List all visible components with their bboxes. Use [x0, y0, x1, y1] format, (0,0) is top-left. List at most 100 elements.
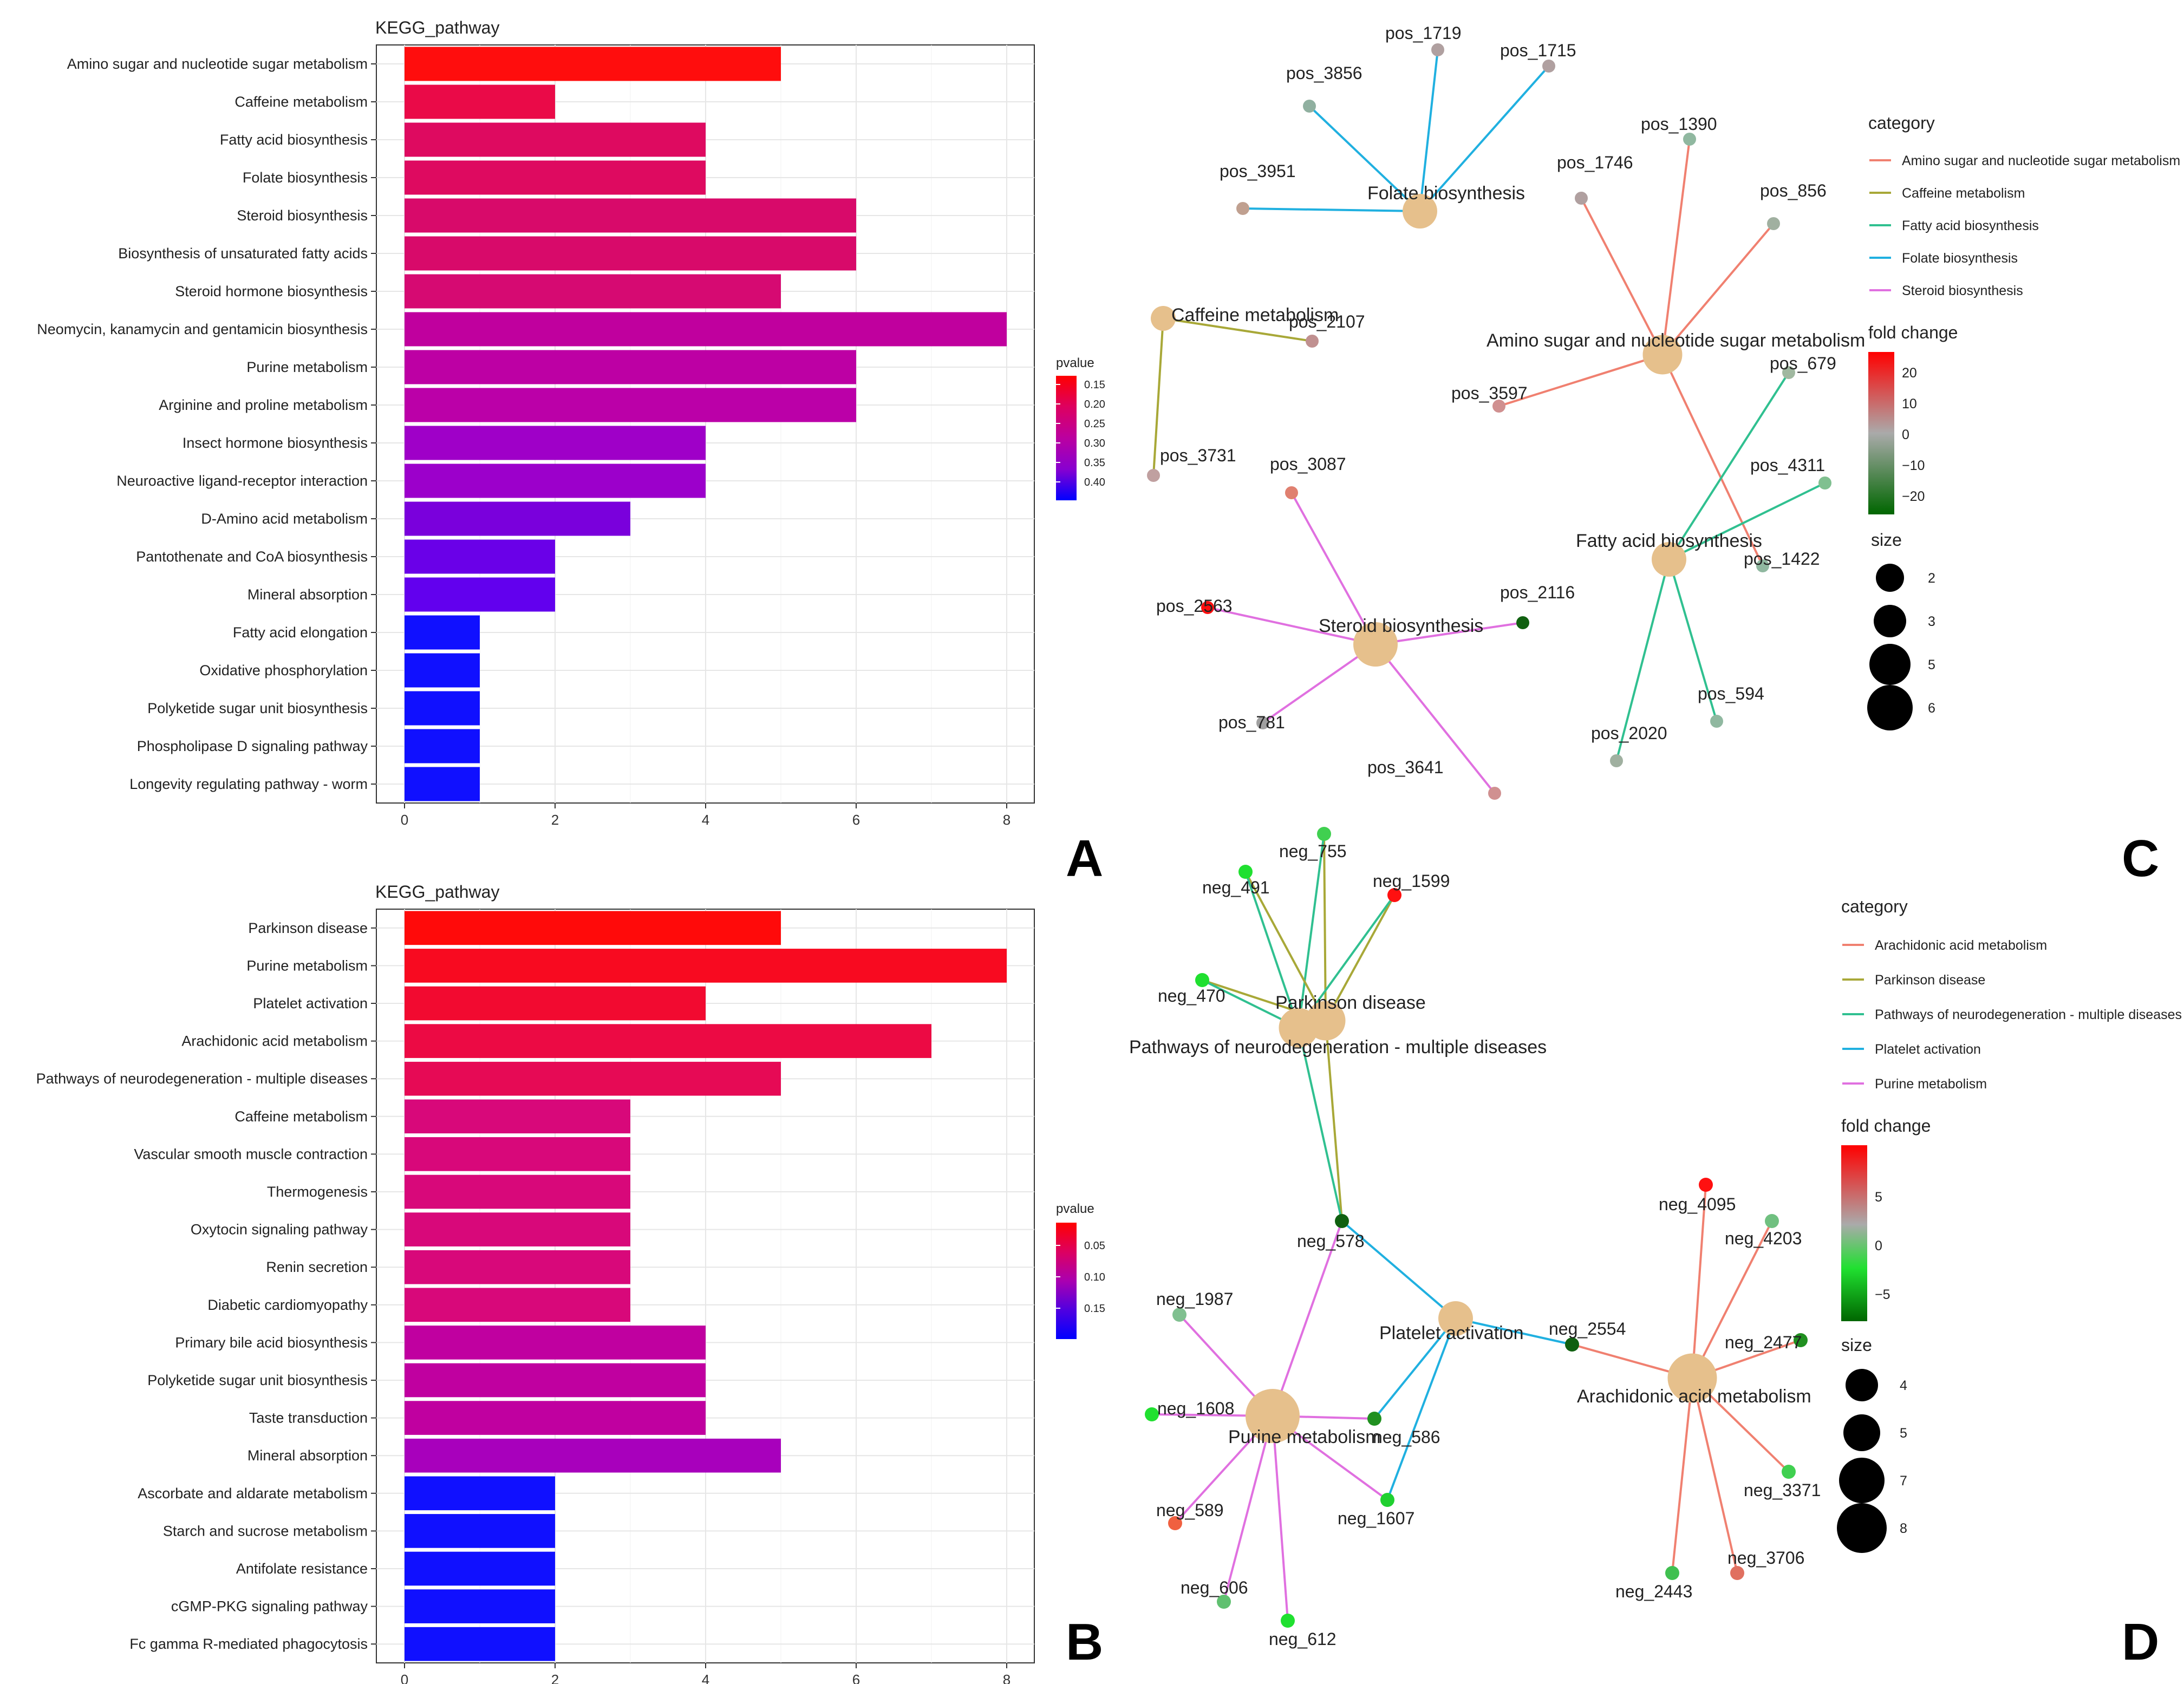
legend-item-platelet-activation: Platelet activation [1875, 1042, 1981, 1057]
gene-label-pos_856: pos_856 [1760, 181, 1827, 200]
gene-label-pos_1719: pos_1719 [1385, 23, 1462, 43]
bar-phospholipase-d-signaling-pathway [405, 729, 480, 763]
bar-longevity-regulating-pathway-worm [405, 767, 480, 801]
category-label: Vascular smooth muscle contraction [134, 1146, 368, 1162]
hub-label-fatty: Fatty acid biosynthesis [1576, 531, 1762, 551]
hub-node-steroid [1353, 622, 1398, 667]
gene-node-pos_3087 [1285, 486, 1298, 499]
x-tick-label: 4 [702, 812, 709, 828]
edge-neg_578-pathways [1298, 1027, 1343, 1222]
edge-pos_1422-amino [1661, 354, 1764, 566]
gene-label-pos_4311: pos_4311 [1750, 455, 1825, 475]
gene-node-neg_589 [1168, 1516, 1182, 1530]
chart-b-bars [405, 911, 1007, 1661]
chart-b-legend-colorbar [1056, 1223, 1077, 1339]
bar-vascular-smooth-muscle-contraction [405, 1137, 630, 1171]
network-d-category-title: category [1841, 897, 1908, 916]
size-legend-label: 2 [1928, 571, 1935, 586]
edge-neg_1599-parkinson [1325, 895, 1396, 1021]
gene-label-neg_3371: neg_3371 [1744, 1480, 1821, 1500]
edge-pos_1390-amino [1661, 139, 1691, 355]
x-tick-label: 6 [852, 1672, 860, 1684]
hub-label-amino: Amino sugar and nucleotide sugar metabol… [1487, 330, 1865, 351]
gene-label-pos_1422: pos_1422 [1744, 549, 1820, 569]
chart-a-title: KEGG_pathway [375, 18, 499, 37]
category-label: Longevity regulating pathway - worm [129, 776, 368, 792]
size-legend-label: 5 [1900, 1426, 1907, 1441]
size-legend-dot [1867, 685, 1913, 730]
edge-neg_578-purine [1272, 1220, 1343, 1417]
network-c-foldchange-title: fold change [1868, 323, 1958, 342]
panel-label-d: D [2122, 1613, 2159, 1671]
legend-label: 0.40 [1084, 477, 1105, 488]
chart-a-legend: pvalue 0.15 0.20 0.25 0.30 0.35 0.40 [1056, 356, 1105, 500]
bar-folate-biosynthesis [405, 160, 706, 195]
category-label: Primary bile acid biosynthesis [175, 1334, 368, 1350]
hub-label-platelet: Platelet activation [1379, 1323, 1524, 1343]
legend-item-caffeine-metabolism: Caffeine metabolism [1902, 186, 2025, 201]
bar-arachidonic-acid-metabolism [405, 1024, 931, 1058]
category-label: Starch and sucrose metabolism [163, 1523, 368, 1539]
x-tick-label: 4 [702, 1672, 709, 1684]
legend-item-parkinson-disease: Parkinson disease [1875, 972, 1985, 988]
gene-node-neg_4203 [1765, 1214, 1779, 1228]
gene-label-neg_755: neg_755 [1279, 841, 1347, 861]
network-d-foldchange-title: fold change [1841, 1116, 1931, 1135]
category-label: Purine metabolism [246, 957, 368, 974]
foldchange-label: 0 [1875, 1238, 1882, 1254]
gene-node-neg_578 [1335, 1214, 1349, 1228]
category-label: Polyketide sugar unit biosynthesis [147, 1372, 368, 1388]
edge-neg_2554-platelet [1455, 1317, 1573, 1346]
category-label: Biosynthesis of unsaturated fatty acids [118, 245, 368, 262]
edge-pos_2107-caffeine [1163, 317, 1313, 342]
gene-node-neg_612 [1281, 1614, 1295, 1628]
size-legend-dot [1846, 1369, 1878, 1401]
category-label: Fatty acid elongation [233, 624, 368, 641]
bar-mineral-absorption [405, 1438, 781, 1473]
edge-pos_3641-steroid [1374, 643, 1496, 794]
gene-label-pos_2107: pos_2107 [1289, 312, 1365, 331]
size-legend-label: 7 [1900, 1473, 1907, 1489]
gene-label-neg_589: neg_589 [1156, 1500, 1224, 1520]
chart-a-legend-colorbar [1056, 376, 1077, 500]
edge-neg_3706-arachidonic [1691, 1378, 1738, 1574]
foldchange-label: 5 [1875, 1190, 1882, 1205]
category-label: Oxidative phosphorylation [199, 662, 368, 678]
edge-pos_3951-folate [1242, 207, 1420, 212]
size-legend-dot [1874, 605, 1906, 637]
category-label: Diabetic cardiomyopathy [207, 1297, 368, 1313]
size-legend-dot [1876, 564, 1904, 592]
foldchange-label: −5 [1875, 1287, 1890, 1302]
category-label: Arachidonic acid metabolism [181, 1033, 368, 1049]
foldchange-label: −20 [1902, 489, 1925, 504]
bar-pathways-of-neurodegeneration-multiple-diseases [405, 1061, 781, 1096]
category-label: Oxytocin signaling pathway [191, 1222, 368, 1238]
gene-node-neg_4095 [1699, 1178, 1713, 1192]
network-c-edges [1152, 49, 1826, 794]
edge-neg_578-platelet [1341, 1220, 1457, 1320]
category-label: Mineral absorption [247, 586, 368, 603]
edge-pos_1746-amino [1580, 198, 1664, 355]
category-label: Amino sugar and nucleotide sugar metabol… [67, 56, 368, 72]
bar-insect-hormone-biosynthesis [405, 426, 706, 460]
gene-node-neg_755 [1317, 827, 1331, 841]
gene-node-pos_1719 [1431, 43, 1444, 56]
category-label: Pathways of neurodegeneration - multiple… [36, 1071, 368, 1087]
foldchange-label: 10 [1902, 396, 1917, 412]
gene-label-neg_2477: neg_2477 [1725, 1333, 1802, 1352]
edge-pos_3087-steroid [1290, 492, 1377, 645]
network-d-nodes [1145, 827, 1808, 1628]
gene-label-neg_1607: neg_1607 [1338, 1509, 1414, 1528]
gene-label-pos_781: pos_781 [1218, 713, 1285, 732]
foldchange-label: −10 [1902, 458, 1925, 473]
gene-node-neg_606 [1217, 1595, 1231, 1609]
gene-node-pos_3641 [1488, 787, 1501, 800]
category-label: Phospholipase D signaling pathway [137, 738, 368, 754]
gene-node-pos_781 [1256, 716, 1269, 729]
bar-polyketide-sugar-unit-biosynthesis [405, 691, 480, 726]
gene-label-pos_3597: pos_3597 [1451, 383, 1528, 403]
network-c-labels: Folate biosynthesis Caffeine metabolism Am… [1156, 23, 1865, 777]
bar-fatty-acid-elongation [405, 615, 480, 650]
edge-neg_491-parkinson [1244, 871, 1327, 1021]
